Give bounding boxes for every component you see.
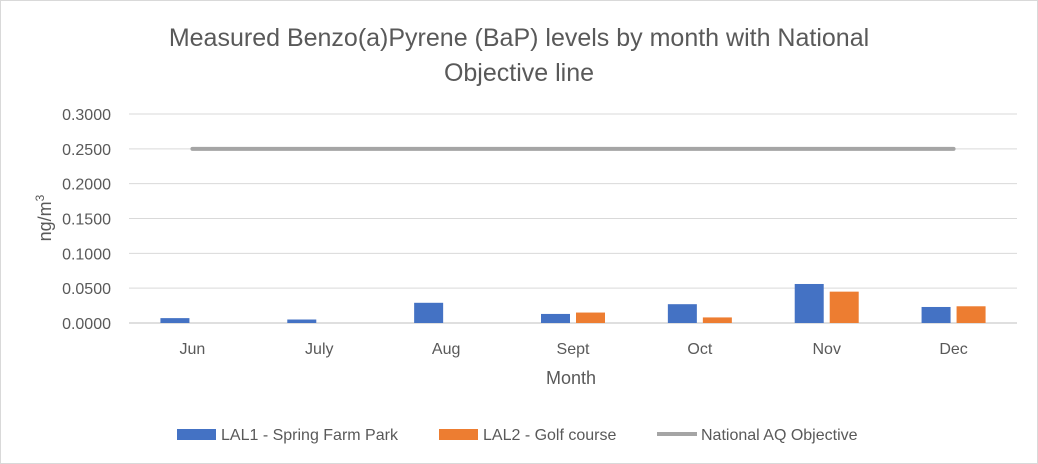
bars xyxy=(160,283,986,323)
y-axis-title-superscript: 3 xyxy=(33,194,47,201)
bar-lal1-nov xyxy=(794,283,824,323)
y-tick-label: 0.1500 xyxy=(62,212,111,229)
bar-lal1-oct xyxy=(667,304,697,323)
y-tick-label: 0.2500 xyxy=(62,142,111,159)
x-axis-ticks: Jun July Aug Sept Oct Nov Dec xyxy=(180,341,968,358)
legend-item: National AQ Objective xyxy=(657,427,858,444)
x-tick-label: Aug xyxy=(432,341,460,358)
y-axis-title: ng/m3 xyxy=(33,194,55,241)
legend-swatch xyxy=(177,429,216,440)
y-axis-ticks: 0.0000 0.0500 0.1000 0.1500 0.2000 0.2500 0.30… xyxy=(62,107,111,333)
x-axis-title: Month xyxy=(546,368,596,388)
bar-lal2-dec xyxy=(956,306,986,323)
y-tick-label: 0.0500 xyxy=(62,281,111,298)
bar-lal1-aug xyxy=(414,302,444,323)
legend-item: LAL1 - Spring Farm Park xyxy=(177,427,399,444)
y-axis-title-base: ng/m xyxy=(35,201,55,241)
chart-title-line-1: Measured Benzo(a)Pyrene (BaP) levels by … xyxy=(169,24,869,52)
legend-label: LAL2 - Golf course xyxy=(483,427,617,444)
gridlines xyxy=(129,113,1017,324)
x-tick-label: July xyxy=(305,341,333,358)
y-tick-label: 0.1000 xyxy=(62,246,111,263)
y-tick-label: 0.0000 xyxy=(62,316,111,333)
bar-lal2-sept xyxy=(576,312,605,323)
bar-lal2-nov xyxy=(829,291,859,323)
x-tick-label: Oct xyxy=(687,341,712,358)
bar-lal1-dec xyxy=(921,306,951,323)
x-tick-label: Dec xyxy=(939,341,967,358)
x-tick-label: Jun xyxy=(180,341,206,358)
bar-lal1-sept xyxy=(541,313,570,323)
bar-lal1-jun xyxy=(160,318,190,323)
bar-lal1-july xyxy=(287,319,317,323)
x-tick-label: Nov xyxy=(812,341,840,358)
y-tick-label: 0.2000 xyxy=(62,177,111,194)
chart-title-line-2: Objective line xyxy=(444,59,594,87)
legend: LAL1 - Spring Farm Park LAL2 - Golf cours… xyxy=(177,427,858,444)
legend-item: LAL2 - Golf course xyxy=(439,427,617,444)
legend-label: LAL1 - Spring Farm Park xyxy=(221,427,399,444)
legend-label: National AQ Objective xyxy=(701,427,858,444)
x-tick-label: Sept xyxy=(557,341,590,358)
y-tick-label: 0.3000 xyxy=(62,107,111,124)
bar-lal2-oct xyxy=(702,317,732,323)
legend-swatch xyxy=(439,429,478,440)
